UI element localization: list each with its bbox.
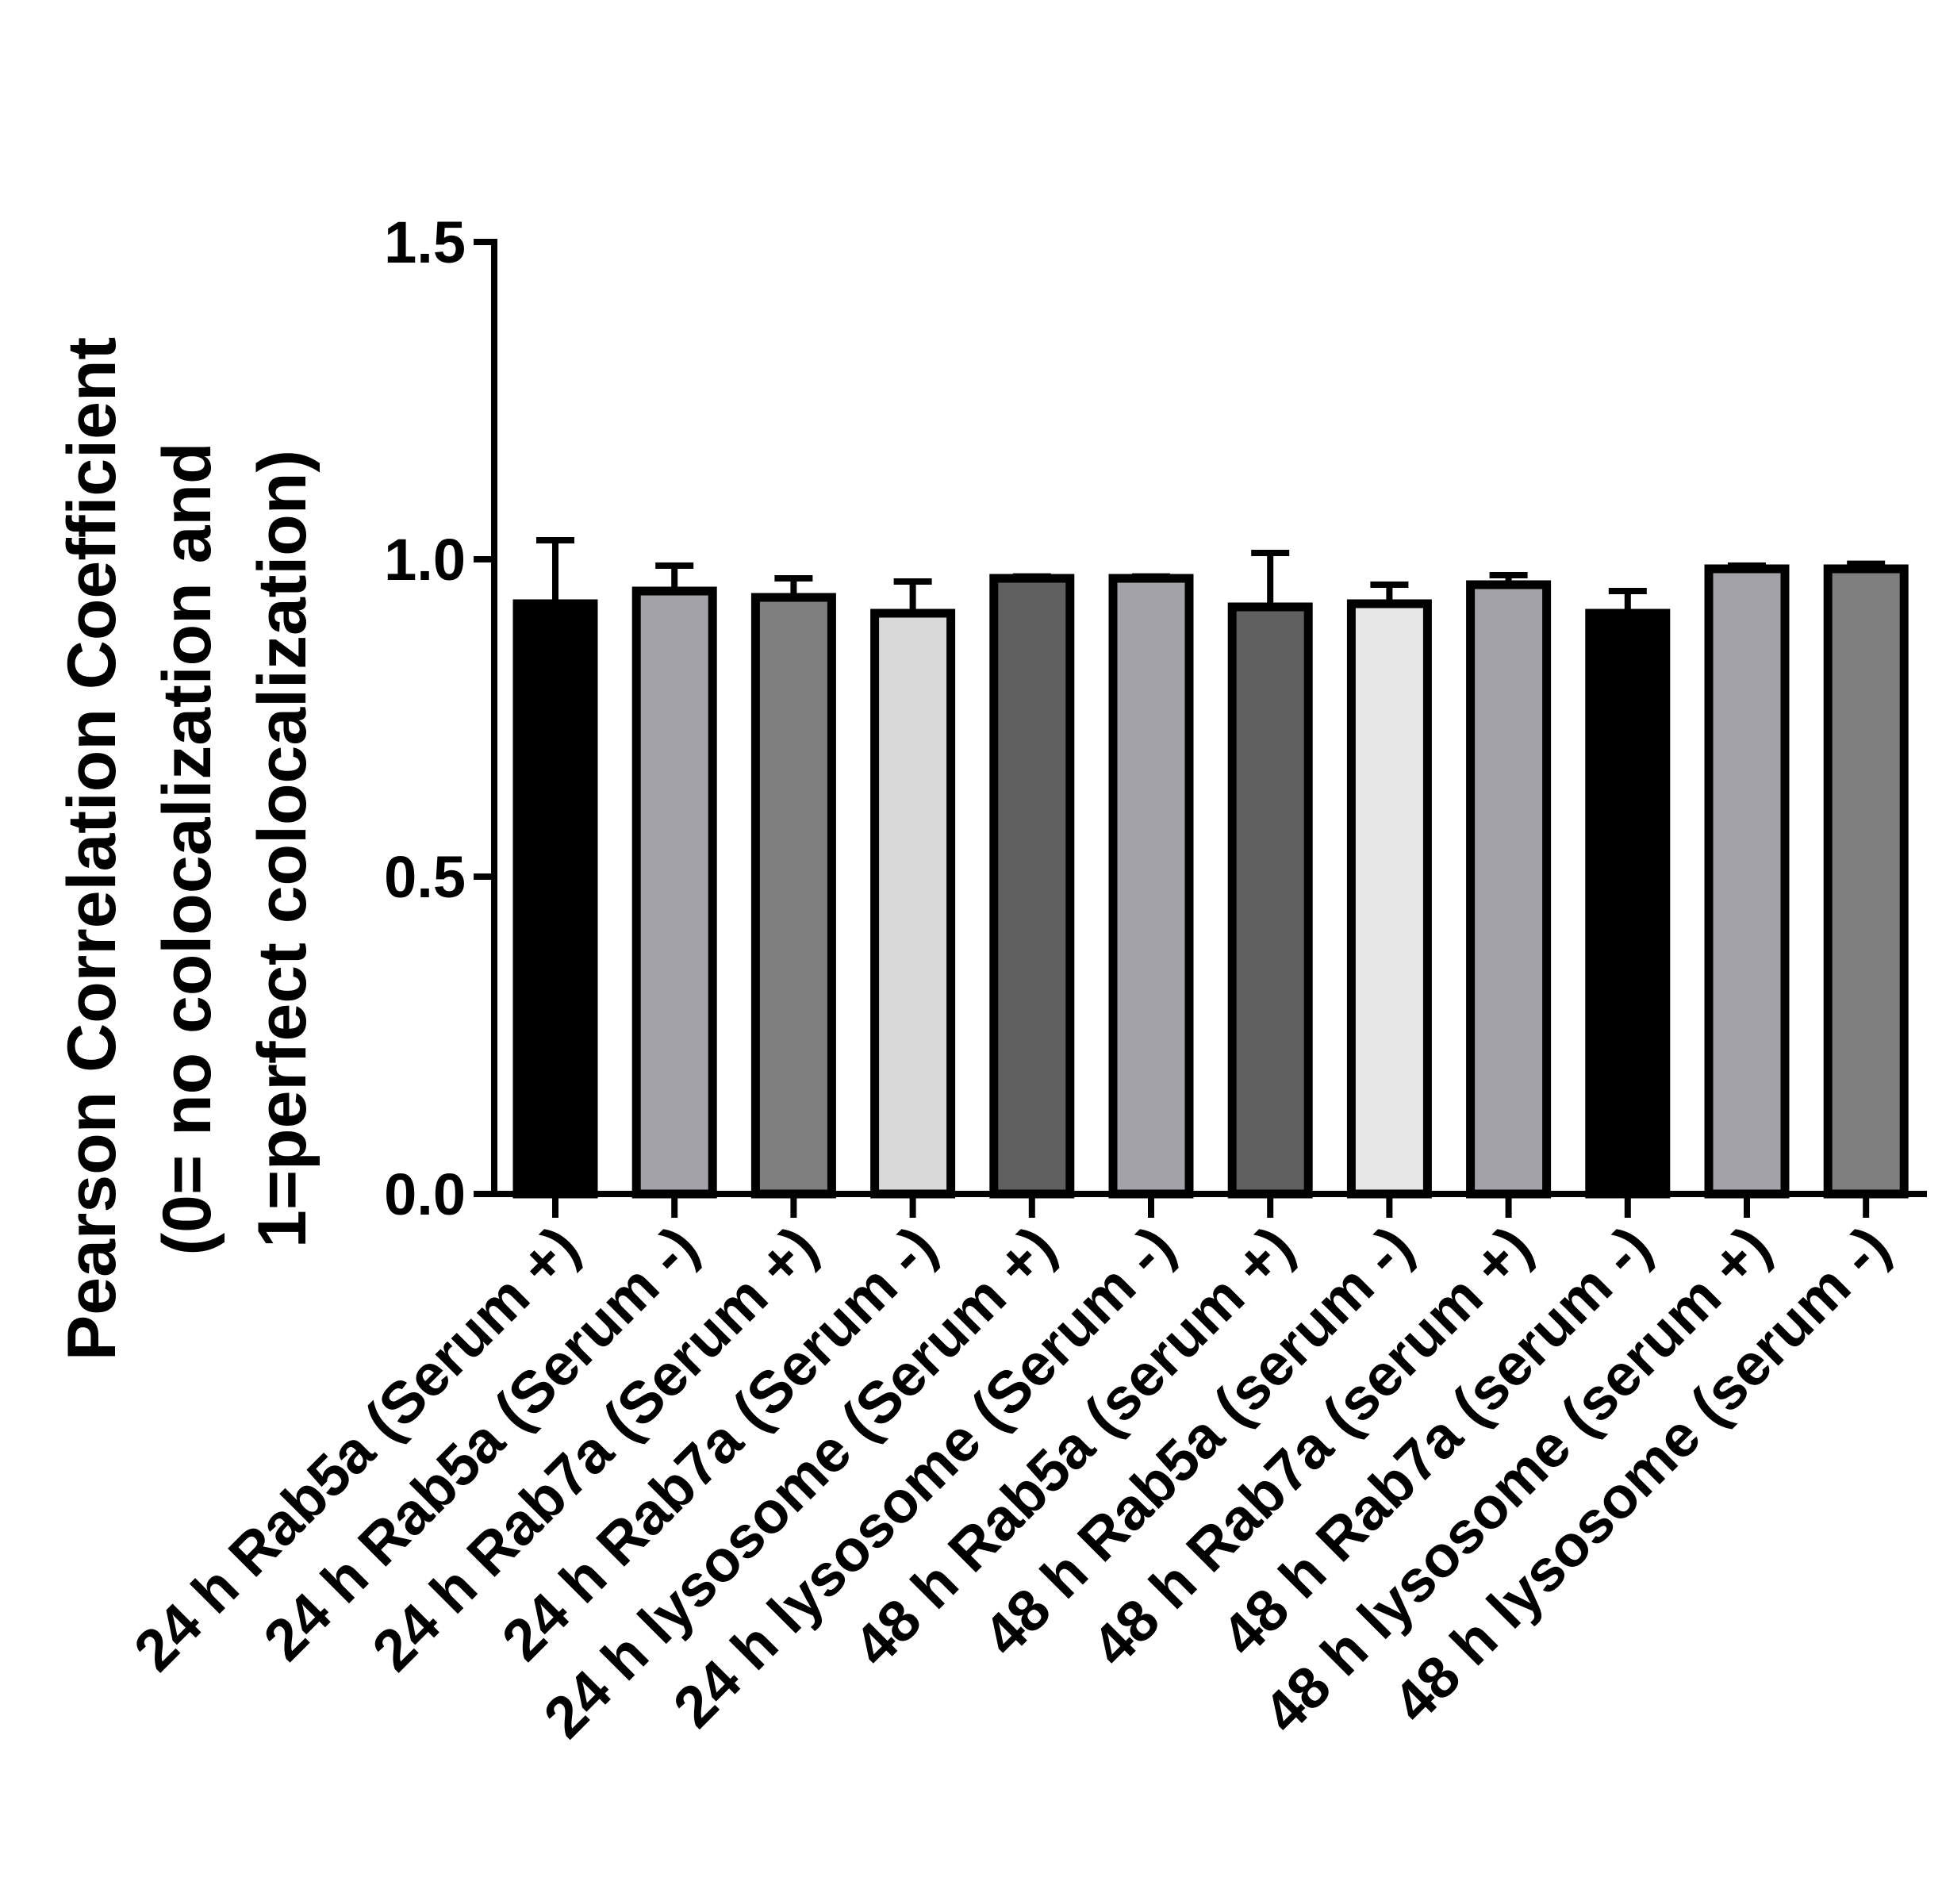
error-bars <box>536 537 1886 613</box>
y-tick-label: 1.0 <box>384 527 466 593</box>
bar <box>989 574 1075 1199</box>
bars <box>512 564 1909 1199</box>
y-axis-label: Pearson Correlation Coefficient (0= no c… <box>54 337 320 1361</box>
bar <box>1704 564 1790 1199</box>
y-axis: 0.0 0.5 1.0 1.5 <box>384 209 497 1227</box>
bar <box>512 599 598 1199</box>
y-tick-label: 0.0 <box>384 1161 466 1227</box>
y-tick-label: 1.5 <box>384 209 466 275</box>
bar <box>750 593 836 1199</box>
y-axis-label-line-1: Pearson Correlation Coefficient <box>54 337 130 1361</box>
bar <box>870 608 956 1199</box>
x-axis: 24 h Rab5a (Serum +)24 h Rab5a (Serum -)… <box>121 1191 1927 1750</box>
bar <box>631 586 717 1199</box>
bar <box>1108 574 1194 1199</box>
bar <box>1823 564 1909 1199</box>
bar <box>1346 599 1432 1199</box>
y-axis-label-line-2: (0= no colocalization and <box>149 443 225 1256</box>
y-tick-label: 0.5 <box>384 844 466 910</box>
bar <box>1466 580 1552 1199</box>
y-axis-label-line-3: 1=perfect colocalization) <box>244 450 320 1248</box>
bar <box>1227 602 1313 1199</box>
bar <box>1585 608 1671 1199</box>
